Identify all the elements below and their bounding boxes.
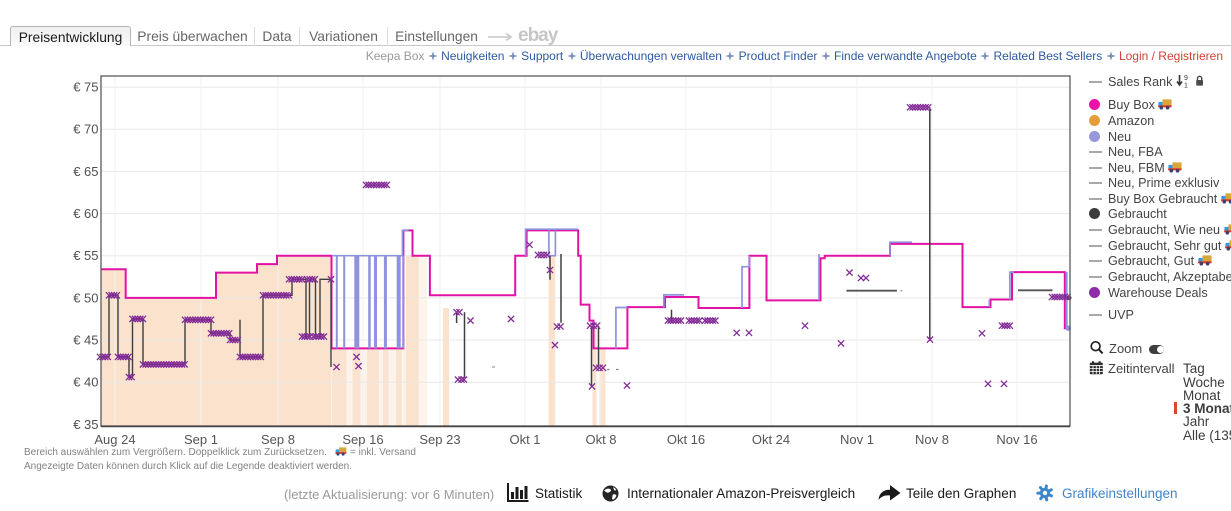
svg-text:Okt 24: Okt 24	[752, 432, 790, 447]
svg-text:Nov 16: Nov 16	[996, 432, 1037, 447]
svg-text:Sep 23: Sep 23	[419, 432, 460, 447]
svg-text:1: 1	[1184, 83, 1188, 89]
svg-text:Nov 1: Nov 1	[840, 432, 874, 447]
svg-text:Nov 8: Nov 8	[915, 432, 949, 447]
svg-text:€ 75: € 75	[73, 80, 98, 95]
svg-text:Okt 16: Okt 16	[667, 432, 705, 447]
svg-text:Aug 24: Aug 24	[94, 432, 135, 447]
svg-text:€ 40: € 40	[73, 375, 98, 390]
svg-text:€ 50: € 50	[73, 290, 98, 305]
svg-text:€ 70: € 70	[73, 122, 98, 137]
svg-text:Sep 1: Sep 1	[184, 432, 218, 447]
svg-text:€ 35: € 35	[73, 417, 98, 432]
svg-text:Sep 16: Sep 16	[342, 432, 383, 447]
svg-text:€ 55: € 55	[73, 248, 98, 263]
svg-text:9: 9	[1184, 75, 1188, 82]
svg-text:Okt 8: Okt 8	[585, 432, 616, 447]
svg-text:€ 45: € 45	[73, 333, 98, 348]
svg-text:€ 65: € 65	[73, 164, 98, 179]
svg-text:€ 60: € 60	[73, 206, 98, 221]
svg-text:Okt 1: Okt 1	[509, 432, 540, 447]
svg-text:Sep 8: Sep 8	[261, 432, 295, 447]
